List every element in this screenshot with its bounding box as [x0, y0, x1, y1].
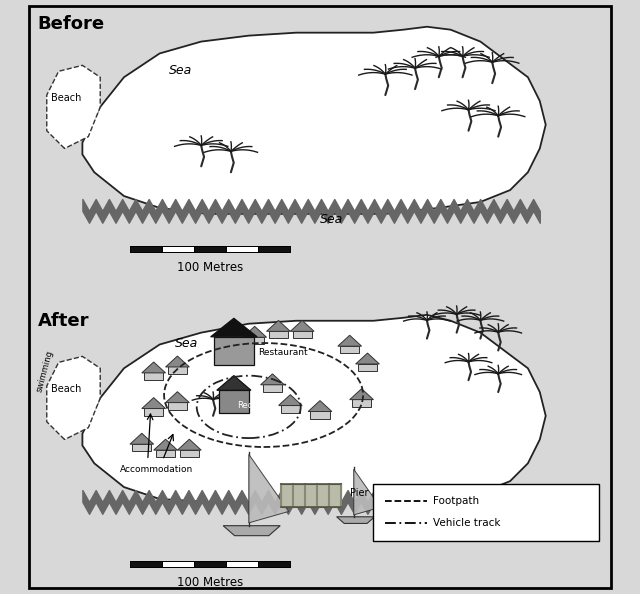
Bar	[258, 246, 291, 252]
Polygon shape	[144, 372, 163, 380]
FancyBboxPatch shape	[374, 484, 599, 541]
Text: Sea: Sea	[169, 64, 192, 77]
Bar	[226, 246, 258, 252]
Polygon shape	[156, 450, 175, 457]
Polygon shape	[47, 356, 100, 440]
Text: Reception: Reception	[237, 401, 279, 410]
Polygon shape	[166, 356, 189, 367]
Polygon shape	[278, 394, 302, 406]
Text: Vehicle track: Vehicle track	[433, 519, 500, 529]
Polygon shape	[154, 439, 177, 450]
Polygon shape	[168, 402, 187, 410]
Polygon shape	[214, 337, 254, 365]
Polygon shape	[223, 526, 280, 536]
Bar	[162, 246, 194, 252]
Polygon shape	[263, 384, 282, 392]
Polygon shape	[356, 353, 380, 364]
Text: Before: Before	[38, 15, 105, 33]
Text: 100 Metres: 100 Metres	[177, 576, 243, 589]
Text: Sea: Sea	[175, 337, 198, 350]
Polygon shape	[249, 454, 289, 523]
Polygon shape	[260, 374, 284, 385]
Bar	[194, 561, 226, 567]
Polygon shape	[354, 469, 380, 515]
Bar	[130, 561, 162, 567]
Polygon shape	[281, 405, 300, 413]
Polygon shape	[219, 390, 249, 413]
Polygon shape	[144, 408, 163, 416]
Text: After: After	[38, 312, 90, 330]
Polygon shape	[180, 450, 199, 457]
Polygon shape	[83, 27, 546, 214]
Polygon shape	[266, 320, 291, 331]
Polygon shape	[47, 65, 100, 148]
Polygon shape	[310, 411, 330, 419]
Text: Accommodation: Accommodation	[120, 465, 193, 473]
Polygon shape	[338, 335, 362, 346]
Polygon shape	[340, 346, 359, 353]
Polygon shape	[217, 375, 251, 390]
Polygon shape	[269, 331, 288, 339]
Text: swimming: swimming	[35, 349, 54, 393]
Polygon shape	[349, 388, 374, 400]
Polygon shape	[166, 391, 189, 403]
Text: Pier: Pier	[349, 488, 368, 498]
Polygon shape	[168, 366, 187, 374]
Polygon shape	[243, 326, 266, 337]
Bar	[282, 484, 340, 507]
Bar	[194, 246, 226, 252]
Polygon shape	[352, 399, 371, 407]
Bar	[162, 561, 194, 567]
Polygon shape	[132, 444, 151, 451]
Polygon shape	[211, 318, 257, 337]
Bar	[130, 246, 162, 252]
Text: Restaurant: Restaurant	[258, 347, 307, 357]
Polygon shape	[291, 320, 314, 331]
Text: Sea: Sea	[320, 213, 344, 226]
Polygon shape	[292, 331, 312, 339]
Text: Footpath: Footpath	[433, 496, 479, 506]
Text: Beach: Beach	[51, 384, 81, 394]
Polygon shape	[177, 439, 201, 450]
Text: Beach: Beach	[51, 93, 81, 103]
Polygon shape	[130, 433, 154, 444]
Bar	[258, 561, 291, 567]
Polygon shape	[308, 400, 332, 412]
Text: 100 Metres: 100 Metres	[177, 261, 243, 274]
Polygon shape	[358, 364, 377, 371]
Polygon shape	[337, 517, 374, 523]
Polygon shape	[142, 362, 166, 373]
Polygon shape	[83, 315, 546, 502]
Bar	[226, 561, 258, 567]
Polygon shape	[245, 337, 264, 345]
Polygon shape	[142, 397, 166, 409]
FancyBboxPatch shape	[29, 6, 611, 588]
